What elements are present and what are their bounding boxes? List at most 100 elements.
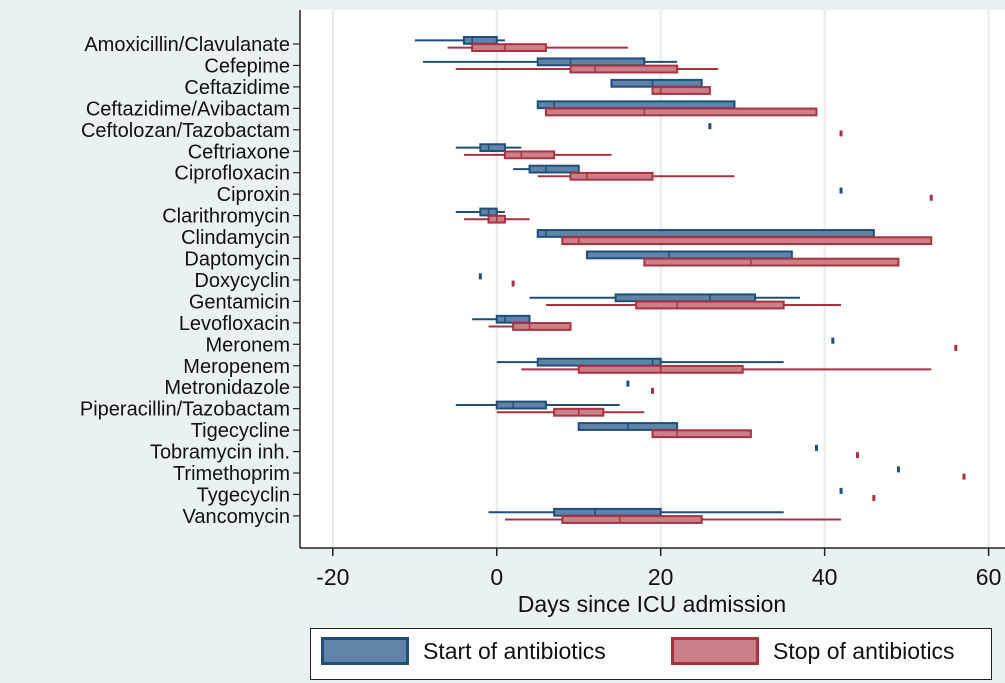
outlier-marker: [839, 487, 843, 494]
x-tick-label: 20: [648, 564, 674, 590]
category-label: Tobramycin inh.: [150, 442, 290, 464]
x-tick-label: -20: [316, 564, 349, 590]
iqr-box: [536, 229, 875, 238]
stop-box: [496, 407, 645, 417]
category-label: Trimethoprim: [173, 463, 290, 485]
stop-box: [544, 107, 818, 117]
iqr-box: [561, 515, 703, 524]
start-box: [831, 337, 835, 344]
outlier-marker: [814, 444, 818, 451]
iqr-box: [536, 100, 736, 110]
iqr-box: [553, 507, 662, 517]
outlier-marker: [929, 194, 933, 201]
legend-item-stop: Stop of antibiotics: [671, 637, 955, 665]
iqr-box: [569, 171, 654, 181]
start-box: [839, 487, 843, 494]
stop-box: [643, 257, 900, 267]
stop-box: [929, 194, 933, 201]
category-label: Cefepime: [204, 55, 290, 77]
category-label: Ceftazidime: [184, 77, 290, 99]
stop-box: [447, 43, 628, 53]
stop-box: [463, 150, 612, 160]
legend-swatch-stop: [671, 637, 759, 665]
grid-lines: [331, 10, 990, 548]
iqr-box: [479, 143, 506, 153]
category-label: Meropenem: [183, 356, 290, 378]
iqr-box: [569, 64, 679, 74]
outlier-marker: [855, 452, 859, 459]
plot-region: [300, 10, 1005, 548]
category-label: Ciprofloxacin: [174, 163, 290, 185]
start-box: [536, 100, 736, 110]
x-tick-label: 0: [490, 564, 503, 590]
start-box: [455, 143, 522, 153]
iqr-box: [471, 43, 547, 53]
iqr-box: [585, 250, 793, 260]
iqr-box: [528, 164, 580, 174]
category-label: Daptomycin: [184, 249, 290, 271]
iqr-box: [651, 429, 752, 439]
iqr-box: [614, 293, 756, 303]
iqr-box: [651, 86, 711, 95]
outlier-marker: [962, 473, 966, 480]
category-label: Clarithromycin: [162, 206, 290, 228]
outlier-marker: [839, 187, 843, 194]
iqr-box: [561, 236, 933, 246]
outlier-marker: [954, 344, 958, 351]
outlier-marker: [708, 123, 712, 130]
x-tick-label: 60: [976, 564, 1002, 590]
outlier-marker: [511, 280, 515, 287]
start-box: [478, 273, 482, 280]
x-tick-labels: -20 0 20 40 60: [316, 564, 1001, 590]
outlier-marker: [626, 380, 630, 387]
outlier-marker: [839, 130, 843, 137]
outlier-marker: [872, 495, 876, 502]
category-label: Vancomycin: [183, 506, 290, 528]
legend: Start of antibiotics Stop of antibiotics: [310, 628, 992, 680]
category-label: Tygecyclin: [197, 484, 290, 506]
stop-box: [954, 344, 958, 351]
stop-box: [545, 300, 842, 310]
category-label: Tigecycline: [191, 420, 290, 442]
stop-box: [839, 130, 843, 137]
axes: [293, 10, 1005, 556]
stop-box: [561, 236, 933, 246]
iqr-box: [503, 150, 556, 160]
stop-box: [537, 171, 735, 181]
category-label: Levofloxacin: [179, 313, 290, 335]
stop-box: [488, 322, 572, 331]
category-label: Doxycyclin: [194, 270, 290, 292]
start-box: [896, 466, 900, 473]
stop-box: [455, 64, 719, 74]
start-box: [708, 123, 712, 130]
category-label: Meronem: [206, 334, 290, 356]
start-box: [577, 422, 679, 431]
stop-box: [463, 214, 530, 224]
iqr-box: [536, 357, 662, 367]
iqr-box: [512, 322, 572, 331]
x-axis-label: Days since ICU admission: [518, 591, 786, 617]
category-label: Ceftolozan/Tazobactam: [81, 120, 290, 142]
stop-box: [855, 452, 859, 459]
stop-box: [651, 387, 654, 394]
category-label: Ciproxin: [217, 184, 290, 206]
start-box: [610, 78, 703, 88]
outlier-marker: [478, 273, 482, 280]
start-box: [814, 444, 818, 451]
iqr-box: [544, 107, 818, 117]
start-box: [626, 380, 630, 387]
box-series: [414, 36, 966, 524]
legend-label-start: Start of antibiotics: [423, 637, 606, 664]
stop-box: [511, 280, 515, 287]
iqr-box: [610, 78, 703, 88]
stop-box: [962, 473, 966, 480]
start-box: [585, 250, 793, 260]
iqr-box: [643, 257, 900, 267]
stop-box: [651, 429, 752, 439]
iqr-box: [462, 36, 498, 45]
outlier-marker: [896, 466, 900, 473]
stop-box: [521, 364, 932, 374]
iqr-box: [635, 300, 785, 310]
category-label: Piperacillin/Tazobactam: [80, 399, 290, 421]
